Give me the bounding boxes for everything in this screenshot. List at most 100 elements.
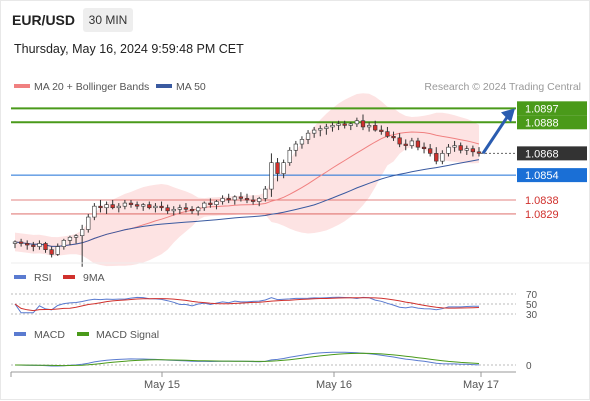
candle-bullish	[366, 125, 372, 128]
rsi-level-label-70: 70	[526, 290, 538, 301]
candle-bullish	[122, 202, 128, 207]
x-axis: May 15 May 16 May 17	[10, 372, 499, 391]
candle-bullish	[196, 207, 201, 212]
macd-zero-label: 0	[526, 361, 532, 372]
forecast-arrow-head	[501, 108, 515, 123]
candle-bullish	[141, 204, 146, 207]
candle-bearish	[165, 207, 170, 212]
level-badge-1.0854	[517, 168, 587, 183]
rsi-ma-legend-swatch	[63, 275, 75, 279]
candle-bullish	[104, 204, 109, 209]
candle-bearish	[189, 208, 195, 212]
candle-bearish	[183, 207, 189, 210]
attribution-text: Research © 2024 Trading Central	[424, 81, 581, 93]
candle-bullish	[37, 243, 42, 247]
candle-bearish	[458, 145, 463, 151]
candle-bullish	[324, 126, 329, 129]
candle-bullish	[116, 205, 121, 209]
candle-bearish	[31, 244, 36, 247]
candle-bullish	[177, 207, 182, 210]
candle-bearish	[391, 135, 396, 139]
candle-bearish	[421, 146, 427, 150]
candle-bullish	[293, 143, 298, 151]
candle-bullish	[214, 201, 219, 205]
candle-bearish	[342, 123, 347, 126]
candle-bearish	[397, 137, 402, 145]
candle-bullish	[354, 120, 360, 125]
candle-bullish	[269, 162, 274, 190]
macd-signal-legend-label: MACD Signal	[96, 329, 159, 341]
candle-bullish	[330, 125, 335, 128]
candle-bearish	[110, 204, 115, 209]
level-label-1.0854: 1.0854	[525, 170, 559, 182]
candle-bullish	[12, 241, 18, 244]
macd-legend-label: MACD	[34, 329, 65, 341]
rsi-legend-label: RSI	[34, 272, 52, 284]
macd-signal-legend-swatch	[77, 332, 89, 336]
level-label-1.0829: 1.0829	[525, 209, 559, 221]
candle-bearish	[360, 120, 366, 128]
candle-bearish	[275, 162, 280, 174]
candle-bearish	[18, 241, 24, 244]
rsi-level-label-30: 30	[526, 310, 538, 321]
candle-bullish	[446, 146, 451, 154]
candle-bullish	[440, 153, 445, 162]
timestamp: Thursday, May 16, 2024 9:59:48 PM CET	[14, 42, 244, 56]
bollinger-band-area	[15, 93, 479, 267]
timeframe-badge[interactable]: 30 MIN	[83, 8, 133, 32]
candle-bearish	[415, 140, 421, 148]
ma50-legend-swatch	[156, 84, 172, 88]
candle-bullish	[263, 188, 268, 199]
candle-bullish	[257, 198, 262, 202]
ma50-legend-label: MA 50	[176, 81, 206, 93]
candle-bullish	[202, 202, 207, 209]
candle-bearish	[49, 249, 54, 255]
candle-bullish	[86, 216, 91, 230]
candle-bearish	[128, 202, 134, 205]
rsi-ma-line	[14, 297, 480, 312]
candle-bearish	[385, 131, 390, 137]
candle-bullish	[92, 205, 97, 218]
candle-bearish	[379, 129, 384, 132]
candle-bullish	[452, 145, 457, 148]
candle-bearish	[147, 204, 152, 209]
rsi-legend-swatch	[14, 275, 26, 279]
candle-bullish	[73, 235, 79, 238]
candle-bearish	[159, 205, 164, 209]
level-label-1.0897: 1.0897	[525, 103, 559, 115]
candle-bullish	[80, 229, 85, 236]
candle-bullish	[348, 123, 353, 126]
rsi-level-label-50: 50	[526, 300, 538, 311]
candle-bearish	[134, 204, 140, 207]
candle-bearish	[470, 148, 476, 153]
candle-bearish	[208, 202, 213, 205]
candle-bearish	[43, 243, 48, 250]
x-tick-label: May 17	[463, 379, 499, 391]
macd-panel: 0	[11, 351, 532, 372]
x-tick-label: May 16	[316, 379, 352, 391]
x-tick-label: May 15	[144, 379, 180, 391]
candle-bearish	[238, 196, 244, 199]
candle-bearish	[373, 125, 378, 131]
candle-bearish	[244, 198, 250, 201]
candle-bullish	[312, 129, 317, 134]
candle-bearish	[98, 205, 103, 209]
candle-bullish	[287, 149, 292, 163]
moving-averages	[14, 131, 480, 247]
candle-bullish	[305, 132, 311, 140]
ma50-line	[14, 159, 480, 247]
candle-bullish	[220, 198, 225, 202]
candle-bearish	[25, 243, 30, 246]
macd-signal-line	[15, 352, 480, 367]
rsi-ma-legend-label: 9MA	[83, 272, 105, 284]
candle-bearish	[403, 143, 408, 146]
candle-bullish	[171, 208, 176, 212]
candle-bullish	[299, 139, 305, 145]
candle-bearish	[476, 151, 482, 154]
level-badge-1.0868	[517, 146, 587, 161]
macd-legend-swatch	[14, 332, 26, 336]
level-labels: 1.0897 1.0888 1.0868 1.0854 1.0838 1.0829	[517, 101, 587, 221]
